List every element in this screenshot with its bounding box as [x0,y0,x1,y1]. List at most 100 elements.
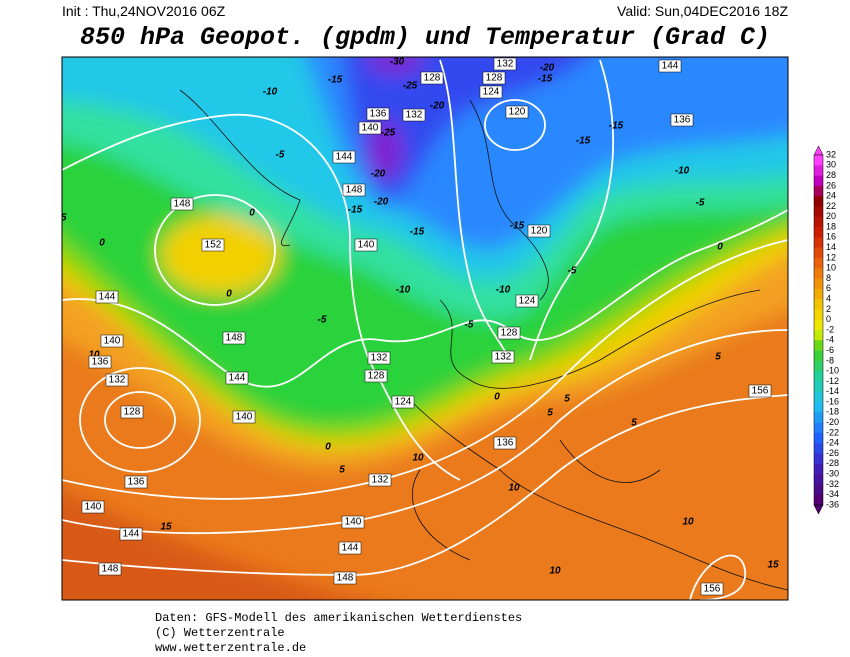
colorbar-label: 18 [826,221,836,231]
colorbar-cell [814,402,823,413]
label-box [105,373,129,387]
geopotential-label: 148 [337,573,354,584]
temperature-label: -30 [390,57,405,68]
label-box [88,355,112,369]
colorbar-label: -12 [826,376,839,386]
label-box [341,515,365,529]
geopotential-label: 144 [123,529,140,540]
colorbar-label: 0 [826,314,831,324]
geopotential-label: 136 [128,477,145,488]
label-box [98,562,122,576]
colorbar-cell [814,474,823,485]
temperature-label: -25 [381,128,396,139]
colorbar-cell [814,494,823,506]
geopotential-label: 140 [104,336,121,347]
temperature-label: 0 [226,289,232,300]
colorbar-arrow [813,145,824,156]
label-box [505,105,529,119]
temperature-label: -15 [328,75,343,86]
geopotential-label: 156 [752,386,769,397]
colorbar-cell [814,257,823,269]
label-box [497,326,521,340]
colorbar-cell [814,340,823,351]
geopotential-label: 128 [486,73,503,84]
temperature-label: -20 [371,169,386,180]
label-box [338,541,362,555]
colorbar-label: -10 [826,366,839,376]
geopotential-label: 132 [371,353,388,364]
geopotential-label: 136 [92,357,109,368]
colorbar-cell [814,371,823,382]
colorbar-cell [814,268,823,279]
label-box [420,71,444,85]
colorbar-label: 14 [826,242,836,252]
geopotential-label: 148 [102,564,119,575]
colorbar-label: -2 [826,324,834,334]
init-time: Init : Thu,24NOV2016 06Z [62,3,226,19]
label-box [493,57,517,71]
colorbar-label: -14 [826,386,839,396]
colorbar-cell [814,360,823,372]
temperature-label: -10 [263,87,278,98]
footer-line: (C) Wetterzentrale [155,626,285,640]
label-box [342,183,366,197]
colorbar-label: -4 [826,335,834,345]
geopotential-label: 144 [229,373,246,384]
colorbar-cell [814,484,823,496]
temperature-label: 5 [715,352,721,363]
label-box [491,350,515,364]
colorbar-cell [814,247,823,259]
colorbar-label: -8 [826,355,834,365]
colorbar-cell [814,165,823,176]
temperature-label: -10 [496,285,511,296]
colorbar-label: 4 [826,293,831,303]
temperature-label: 5 [339,465,345,476]
colorbar-cell [814,309,823,321]
temperature-label: 5 [631,418,637,429]
colorbar-cell [814,227,823,238]
colorbar-cell [814,391,823,403]
temperature-label: -20 [430,101,445,112]
temperature-label: -5 [318,315,327,326]
colorbar-label: 6 [826,283,831,293]
label-box [670,113,694,127]
colorbar-label: -18 [826,407,839,417]
colorbar-label: -16 [826,396,839,406]
temperature-label: 10 [508,483,520,494]
colorbar-label: 30 [826,160,836,170]
temperature-label: 10 [549,566,561,577]
geopotential-label: 136 [497,438,514,449]
colorbar-label: 26 [826,180,836,190]
colorbar-label: 2 [826,304,831,314]
label-box [658,59,682,73]
colorbar-label: 10 [826,263,836,273]
colorbar-cell [814,278,823,290]
geopotential-label: 148 [174,199,191,210]
colorbar-cell [814,185,823,197]
temperature-label: -20 [540,63,555,74]
geopotential-label: 140 [358,240,375,251]
geopotential-label: 124 [395,397,412,408]
geopotential-label: 148 [226,333,243,344]
colorbar-cell [814,350,823,362]
label-box [364,369,388,383]
temperature-label: -15 [576,136,591,147]
colorbar-cell [814,206,823,218]
colorbar-arrow [813,504,824,515]
colorbar-label: -36 [826,499,839,509]
temperature-label: 0 [99,238,105,249]
colorbar-cell [814,288,823,300]
colorbar-frame [813,154,824,506]
geopotential-label: 128 [368,371,385,382]
geopotential-label: 132 [495,352,512,363]
geopotential-label: 152 [205,240,222,251]
geopotential-label: 132 [109,375,126,386]
colorbar-label: 12 [826,252,836,262]
temperature-label: 0 [325,442,331,453]
label-box [170,197,194,211]
geopotential-label: 132 [497,59,514,70]
colorbar-label: -28 [826,458,839,468]
label-box [120,405,144,419]
colorbar-cell [814,299,823,310]
colorbar-label: 22 [826,201,836,211]
